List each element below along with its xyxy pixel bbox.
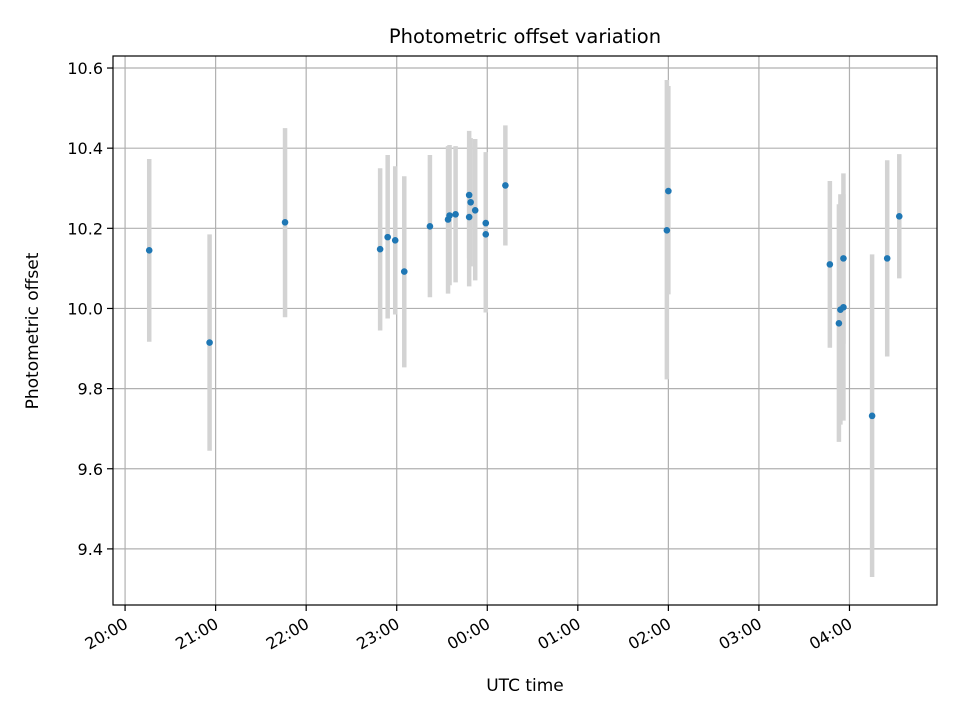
data-point	[467, 198, 474, 206]
y-tick-label: 9.4	[78, 540, 103, 559]
data-point	[281, 219, 289, 226]
data-point	[840, 255, 847, 262]
data-point	[471, 206, 479, 214]
chart-title: Photometric offset variation	[389, 25, 661, 48]
data-point	[452, 210, 459, 218]
y-tick-label: 9.6	[78, 460, 103, 479]
y-tick-label: 9.8	[78, 380, 103, 399]
data-point	[482, 219, 490, 227]
data-point	[465, 191, 473, 199]
data-point	[895, 212, 903, 220]
data-point	[868, 412, 876, 420]
y-tick-label: 10.2	[67, 219, 103, 238]
y-axis-title: Photometric offset	[23, 252, 43, 409]
data-point	[663, 227, 671, 234]
data-point	[384, 233, 391, 241]
y-axis-ticks: 9.4 9.6 9.8 10.0 10.2 10.4 10.6	[67, 59, 113, 559]
data-point	[426, 223, 434, 230]
data-point	[826, 261, 834, 268]
data-point	[446, 212, 453, 219]
data-point	[840, 303, 847, 311]
data-point	[482, 231, 490, 238]
plot-frame	[112, 55, 938, 606]
data-point	[665, 187, 672, 195]
data-point	[883, 255, 891, 262]
data-point	[145, 247, 153, 254]
plot-area	[113, 56, 937, 605]
data-point	[465, 213, 473, 221]
data-points	[145, 182, 903, 420]
data-point	[376, 245, 384, 253]
data-point	[835, 319, 843, 327]
x-axis-title: UTC time	[486, 676, 564, 696]
data-point	[502, 182, 509, 189]
data-point	[206, 339, 213, 346]
grid	[113, 56, 937, 605]
y-tick-label: 10.4	[67, 139, 103, 158]
y-tick-label: 10.0	[67, 299, 103, 318]
y-tick-label: 10.6	[67, 59, 103, 78]
data-point	[391, 237, 399, 244]
data-point	[400, 268, 408, 275]
